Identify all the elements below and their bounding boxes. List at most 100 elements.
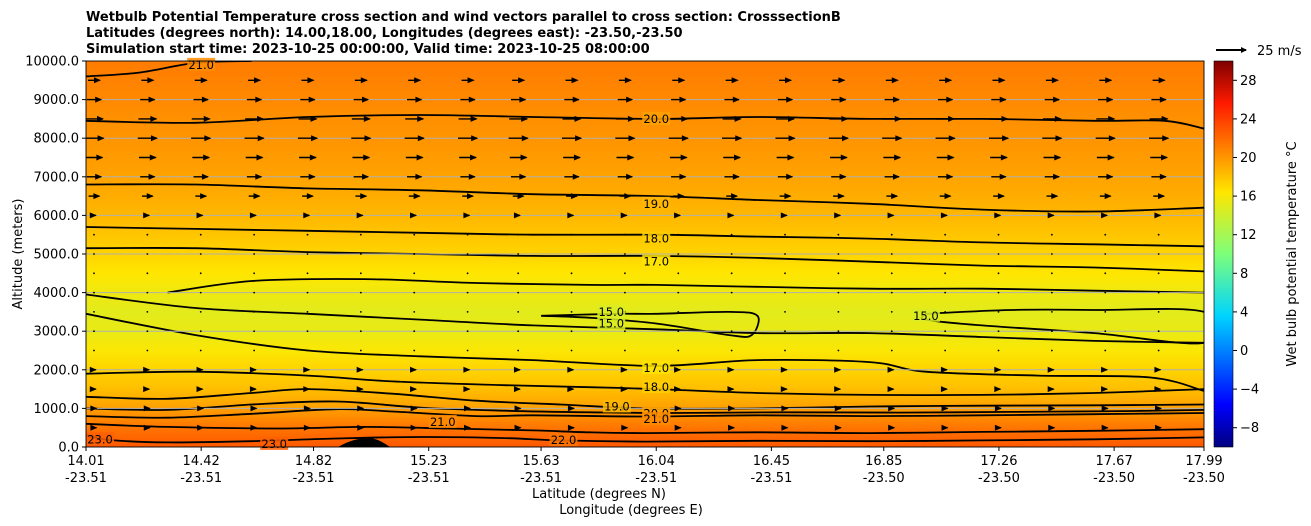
wind-vector-head bbox=[200, 193, 208, 200]
wind-vector bbox=[624, 291, 626, 294]
wind-vector-head bbox=[363, 154, 371, 161]
wind-vector bbox=[199, 311, 202, 313]
wind-vector bbox=[890, 349, 893, 352]
colorbar-ticks: −8 −4 0 4 8 12 16 20 24 28 bbox=[1233, 74, 1259, 436]
wind-vector-head bbox=[734, 154, 742, 161]
wind-vector-head bbox=[891, 77, 899, 84]
wind-vector-head bbox=[627, 154, 635, 161]
wind-vector bbox=[1104, 330, 1107, 333]
wind-vector bbox=[570, 253, 573, 255]
wind-vector bbox=[677, 311, 680, 313]
wind-vector-head bbox=[196, 212, 204, 219]
terrain-bump bbox=[338, 438, 390, 447]
x-tick-label-lat: 14.82 bbox=[295, 454, 332, 469]
wind-vector-head bbox=[941, 424, 949, 431]
y-tick-label: 9000.0 bbox=[34, 93, 80, 108]
wind-vector-head bbox=[1101, 405, 1109, 412]
wind-vector bbox=[730, 330, 733, 333]
wind-vector-head bbox=[626, 173, 634, 180]
wind-vector-head bbox=[894, 154, 902, 161]
wind-vector bbox=[359, 291, 362, 294]
wind-vector-head bbox=[1047, 366, 1055, 373]
wind-vector-head bbox=[567, 424, 575, 431]
wind-vector bbox=[890, 311, 893, 313]
wind-vector-head bbox=[417, 115, 425, 122]
x-tick-label-lat: 14.01 bbox=[67, 454, 104, 469]
wind-vector bbox=[359, 311, 362, 313]
wind-vector-head bbox=[415, 173, 423, 180]
wind-vector-head bbox=[1158, 77, 1166, 84]
wind-vector-head bbox=[1106, 173, 1114, 180]
wind-vector-head bbox=[838, 77, 846, 84]
wind-vector bbox=[1050, 253, 1053, 255]
y-tick-label: 7000.0 bbox=[34, 170, 80, 185]
wind-vector-head bbox=[1054, 154, 1062, 161]
wind-vector bbox=[784, 311, 786, 313]
wind-vector-head bbox=[143, 366, 151, 373]
contour-closed-15.0 bbox=[920, 308, 1204, 345]
contour-label: 19.0 bbox=[643, 197, 669, 211]
wind-vector-head bbox=[841, 135, 849, 142]
wind-vector bbox=[570, 349, 573, 352]
contour-line-20.0 bbox=[86, 400, 1204, 414]
wind-vector bbox=[1157, 272, 1160, 275]
wind-vector-head bbox=[895, 135, 903, 142]
wind-vector-head bbox=[839, 173, 847, 180]
wind-vector-head bbox=[841, 115, 849, 122]
wind-vector-head bbox=[513, 212, 521, 219]
y-axis: 0.0 1000.0 2000.0 3000.0 4000.0 5000.0 6000.0 7… bbox=[25, 55, 86, 456]
wind-vector bbox=[93, 272, 95, 275]
wind-vector-head bbox=[143, 386, 151, 393]
wind-vector-head bbox=[148, 173, 156, 180]
wind-vector bbox=[413, 272, 416, 275]
wind-vector bbox=[730, 311, 733, 313]
wind-vector bbox=[944, 272, 947, 275]
wind-vector bbox=[199, 253, 202, 255]
wind-vector-head bbox=[201, 96, 209, 103]
wind-vector-head bbox=[626, 96, 634, 103]
y-tick-label: 4000.0 bbox=[34, 286, 80, 301]
wind-vector bbox=[199, 291, 202, 294]
wind-vector-head bbox=[464, 424, 472, 431]
wind-vector-head bbox=[513, 366, 521, 373]
wind-vector-head bbox=[786, 173, 794, 180]
wind-vector-head bbox=[940, 386, 948, 393]
wind-vector bbox=[997, 272, 1000, 275]
y-tick-label: 10000.0 bbox=[25, 55, 79, 70]
wind-vector-head bbox=[787, 154, 795, 161]
wind-vector-head bbox=[97, 115, 104, 122]
contour-label: 15.0 bbox=[913, 309, 939, 323]
wind-vector-head bbox=[253, 193, 261, 200]
wind-vector bbox=[944, 291, 947, 294]
wind-vector-head bbox=[727, 366, 735, 373]
wind-vector-head bbox=[888, 424, 896, 431]
wind-vector-head bbox=[681, 135, 689, 142]
wind-vector-head bbox=[356, 386, 364, 393]
contour-label: 19.0 bbox=[604, 399, 630, 413]
wind-vector bbox=[93, 253, 95, 255]
wind-vector bbox=[517, 291, 520, 294]
wind-vector-head bbox=[1002, 135, 1010, 142]
wind-vector bbox=[730, 349, 733, 352]
wind-vector-head bbox=[521, 135, 529, 142]
contour-label: 21.0 bbox=[643, 412, 669, 426]
wind-vector-head bbox=[1104, 193, 1112, 200]
wind-vector bbox=[413, 349, 416, 352]
wind-vector-head bbox=[780, 386, 788, 393]
wind-vector-head bbox=[357, 424, 365, 431]
wind-vector bbox=[517, 253, 520, 255]
x-tick-label-lat: 14.42 bbox=[183, 454, 220, 469]
wind-vector bbox=[730, 272, 733, 275]
wind-vector-head bbox=[887, 386, 895, 393]
wind-vector-head bbox=[944, 193, 952, 200]
wind-vector-head bbox=[250, 424, 258, 431]
wind-vector bbox=[253, 330, 256, 333]
wind-vector bbox=[146, 311, 149, 313]
wind-vector-head bbox=[303, 366, 311, 373]
wind-vector bbox=[306, 349, 309, 352]
wind-vector-head bbox=[572, 96, 580, 103]
wind-vector-head bbox=[95, 173, 103, 180]
wind-vector-head bbox=[1107, 154, 1115, 161]
wind-vector-head bbox=[196, 366, 204, 373]
wind-vector-head bbox=[415, 96, 423, 103]
